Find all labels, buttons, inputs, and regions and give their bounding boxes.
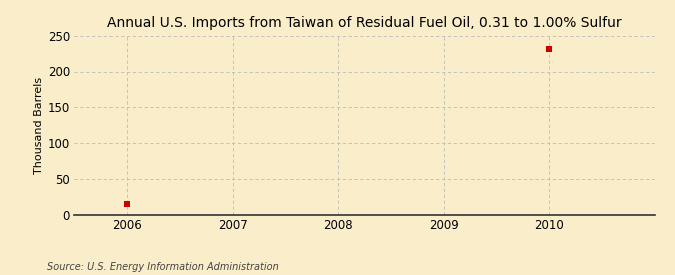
Text: Source: U.S. Energy Information Administration: Source: U.S. Energy Information Administ… <box>47 262 279 272</box>
Title: Annual U.S. Imports from Taiwan of Residual Fuel Oil, 0.31 to 1.00% Sulfur: Annual U.S. Imports from Taiwan of Resid… <box>107 16 622 31</box>
Y-axis label: Thousand Barrels: Thousand Barrels <box>34 76 44 174</box>
